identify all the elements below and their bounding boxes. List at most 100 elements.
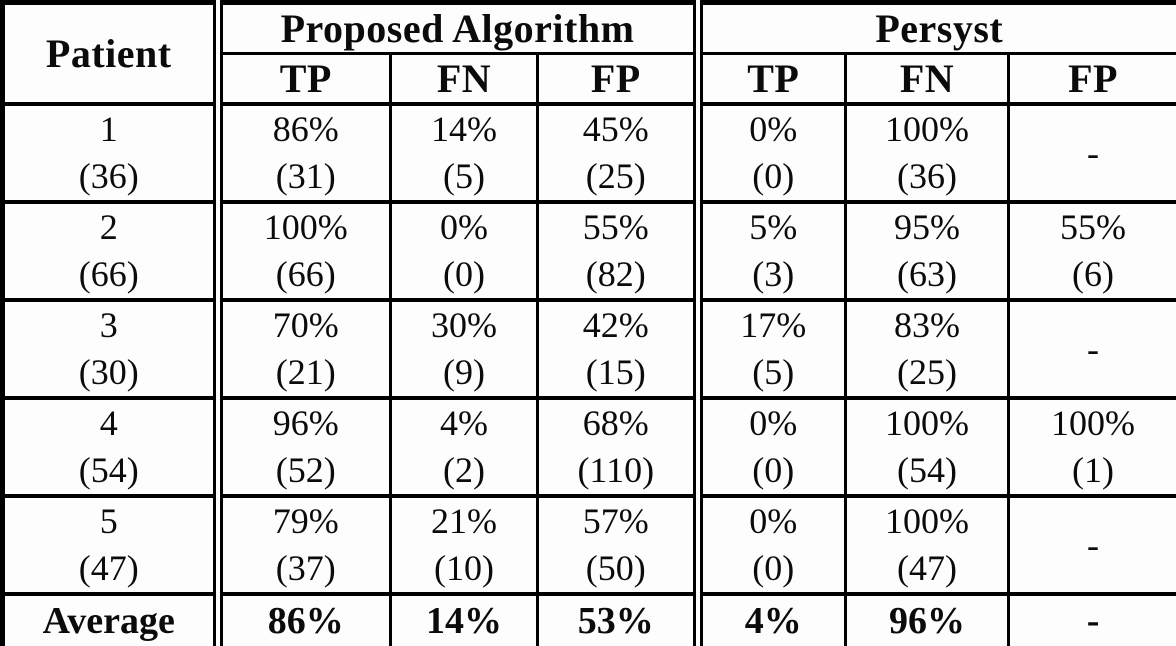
cell-percent: 0% xyxy=(749,403,798,443)
cell-count: (15) xyxy=(585,352,646,392)
table-cell: 17% (5) xyxy=(692,298,848,400)
column-header-persyst-tp: TP xyxy=(692,52,848,106)
cell-percent: 100% xyxy=(885,109,970,149)
cell-percent: 100% xyxy=(1051,403,1136,443)
average-cell: 14% xyxy=(389,592,539,646)
table-cell: 55% (6) xyxy=(1007,200,1176,302)
cell-count: (0) xyxy=(752,450,795,490)
patient-number: 2 xyxy=(99,207,118,247)
cell-count: (10) xyxy=(434,548,494,588)
patient-event-total: (54) xyxy=(78,450,139,490)
table-cell: 100% (47) xyxy=(844,494,1011,596)
patient-column-header: Patient xyxy=(1,1,219,106)
table-cell: 95% (63) xyxy=(844,200,1011,302)
cell-percent: 0% xyxy=(749,501,798,541)
table-cell: - xyxy=(1007,298,1176,400)
cell-count: (0) xyxy=(752,156,795,196)
cell-count: (9) xyxy=(443,352,485,392)
cell-count: (110) xyxy=(577,450,655,490)
column-header-persyst-fn: FN xyxy=(844,52,1011,106)
table-cell: 83% (25) xyxy=(844,298,1011,400)
group-header-row: Patient Proposed Algorithm Persyst xyxy=(1,1,1176,106)
table-row-patient-5: 5 (47) 79% (37) 21% (10) 57% (50) 0% (0) 100%… xyxy=(1,494,1176,596)
table-cell: 0% (0) xyxy=(692,494,848,596)
patient-number: 1 xyxy=(99,109,118,149)
cell-percent: 55% xyxy=(582,207,649,247)
table-cell: 68% (110) xyxy=(535,396,700,498)
cell-count: (25) xyxy=(585,156,646,196)
patient-cell: 3 (30) xyxy=(1,298,219,400)
cell-percent: 95% xyxy=(894,207,961,247)
table-cell: 30% (9) xyxy=(389,298,539,400)
group-header-persyst: Persyst xyxy=(692,1,1176,55)
patient-number: 4 xyxy=(99,403,118,443)
table-cell: 14% (5) xyxy=(389,102,539,204)
cell-percent: 5% xyxy=(749,207,798,247)
average-value: 53% xyxy=(577,600,654,643)
table-cell: - xyxy=(1007,494,1176,596)
cell-count: (82) xyxy=(585,254,646,294)
cell-percent: 42% xyxy=(582,305,649,345)
cell-percent: 4% xyxy=(440,403,488,443)
cell-count: (37) xyxy=(275,548,336,588)
cell-count: (63) xyxy=(897,254,958,294)
table-cell: 100% (54) xyxy=(844,396,1011,498)
patient-number: 3 xyxy=(99,305,118,345)
table-cell: 0% (0) xyxy=(692,102,848,204)
average-row-label: Average xyxy=(1,592,219,646)
table-row-average: Average 86% 14% 53% 4% 96% - xyxy=(1,592,1176,646)
table-cell: 0% (0) xyxy=(692,396,848,498)
column-header-persyst-fp: FP xyxy=(1007,52,1176,106)
patient-event-total: (36) xyxy=(78,156,139,196)
cell-count: (47) xyxy=(897,548,958,588)
table-row-patient-2: 2 (66) 100% (66) 0% (0) 55% (82) 5% (3) 95% (6… xyxy=(1,200,1176,302)
table-row-patient-4: 4 (54) 96% (52) 4% (2) 68% (110) 0% (0) 100%(… xyxy=(1,396,1176,498)
average-cell: 4% xyxy=(692,592,848,646)
average-cell: - xyxy=(1007,592,1176,646)
cell-percent: 100% xyxy=(885,403,970,443)
cell-percent: 68% xyxy=(582,403,649,443)
cell-count: (21) xyxy=(275,352,336,392)
table-cell: 4% (2) xyxy=(389,396,539,498)
cell-count: (25) xyxy=(897,352,958,392)
table-cell: - xyxy=(1007,102,1176,204)
average-cell: 96% xyxy=(844,592,1011,646)
cell-percent: 30% xyxy=(431,305,497,345)
table-cell: 70% (21) xyxy=(212,298,392,400)
cell-percent: 100% xyxy=(885,501,970,541)
cell-count: (5) xyxy=(443,156,485,196)
patient-number: 5 xyxy=(99,501,118,541)
table-cell: 100% (1) xyxy=(1007,396,1176,498)
table-row-patient-3: 3 (30) 70% (21) 30% (9) 42% (15) 17% (5) 83%(… xyxy=(1,298,1176,400)
table-cell: 0% (0) xyxy=(389,200,539,302)
cell-percent: 83% xyxy=(894,305,961,345)
table-cell: 86% (31) xyxy=(212,102,392,204)
average-value: 4% xyxy=(744,600,802,643)
table-row-patient-1: 1 (36) 86% (31) 14% (5) 45% (25) 0% (0) 100%(… xyxy=(1,102,1176,204)
average-value: 96% xyxy=(889,600,966,643)
subcolumn-header-row: TP FN FP TP FN FP xyxy=(3,52,1176,106)
patient-event-total: (47) xyxy=(78,548,139,588)
cell-percent: 21% xyxy=(431,501,497,541)
cell-percent: - xyxy=(1087,524,1100,565)
patient-event-total: (30) xyxy=(78,352,139,392)
group-header-proposed-algorithm: Proposed Algorithm xyxy=(212,1,700,55)
cell-percent: - xyxy=(1087,328,1100,369)
table-cell: 45% (25) xyxy=(535,102,700,204)
cell-count: (0) xyxy=(752,548,795,588)
cell-percent: 70% xyxy=(272,305,339,345)
cell-percent: 0% xyxy=(440,207,488,247)
cell-count: (50) xyxy=(585,548,646,588)
average-cell: 86% xyxy=(212,592,392,646)
average-value: 14% xyxy=(426,600,502,643)
patient-cell: 5 (47) xyxy=(1,494,219,596)
patient-cell: 2 (66) xyxy=(1,200,219,302)
cell-count: (52) xyxy=(275,450,336,490)
column-header-proposed-tp: TP xyxy=(212,52,392,106)
cell-count: (36) xyxy=(897,156,958,196)
column-header-proposed-fp: FP xyxy=(535,52,700,106)
table-cell: 100% (36) xyxy=(844,102,1011,204)
cell-percent: 55% xyxy=(1060,207,1127,247)
cell-percent: 79% xyxy=(272,501,339,541)
cell-percent: 0% xyxy=(749,109,798,149)
